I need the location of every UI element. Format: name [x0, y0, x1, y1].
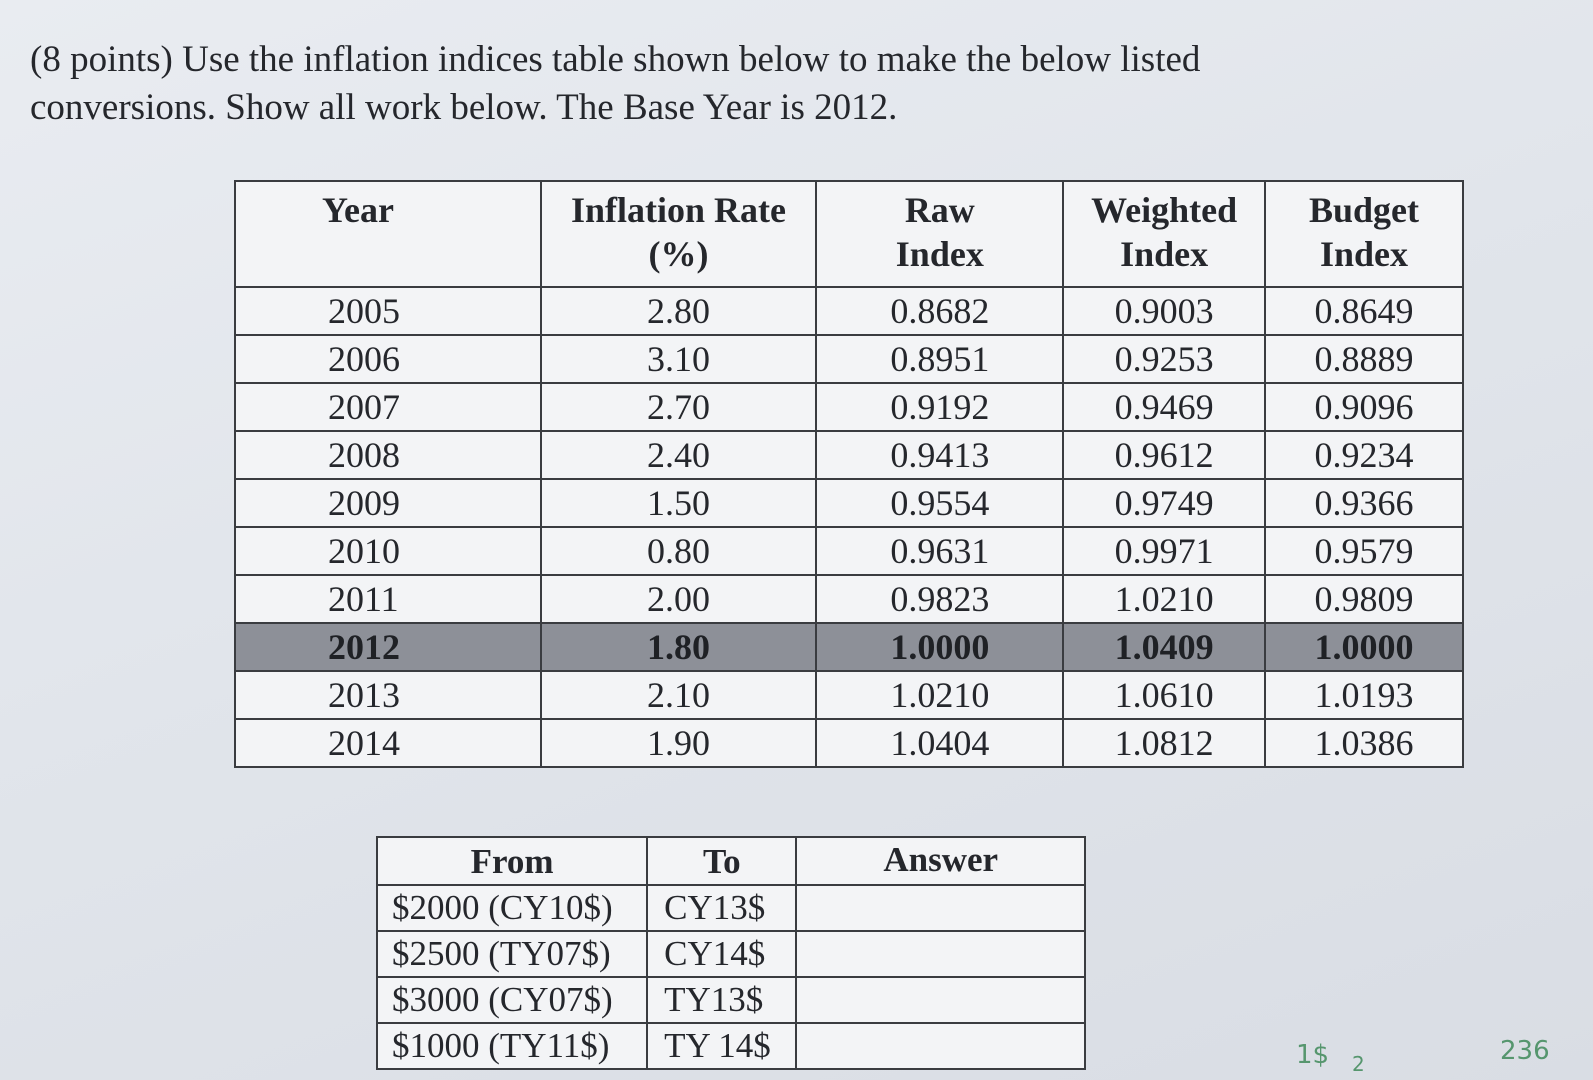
table-row: 2006 3.10 0.8951 0.9253 0.8889 — [234, 334, 1464, 384]
table-row: 2009 1.50 0.9554 0.9749 0.9366 — [234, 478, 1464, 528]
cell-to: CY14$ — [646, 930, 798, 978]
pencil-mark: 2 — [1352, 1052, 1365, 1076]
cell-raw-index: 1.0210 — [815, 670, 1065, 720]
cell-year: 2007 — [234, 382, 542, 432]
cell-answer[interactable] — [795, 930, 1086, 978]
table-row: $1000 (TY11$) TY 14$ — [375, 1022, 1086, 1070]
cell-year: 2010 — [234, 526, 542, 576]
cell-raw-index: 1.0000 — [815, 622, 1065, 672]
cell-raw-index: 0.9554 — [815, 478, 1065, 528]
cell-budget-index: 0.9096 — [1264, 382, 1464, 432]
cell-inflation-rate: 1.90 — [539, 718, 818, 768]
cell-budget-index: 0.9579 — [1264, 526, 1464, 576]
table-row: $2500 (TY07$) CY14$ — [375, 930, 1086, 978]
cell-inflation-rate: 1.50 — [539, 478, 818, 528]
conversion-header-row: From To Answer — [375, 836, 1086, 886]
header-year: Year — [234, 180, 542, 288]
cell-inflation-rate: 2.80 — [539, 286, 818, 336]
table-row: 2013 2.10 1.0210 1.0610 1.0193 — [234, 670, 1464, 720]
cell-from: $2500 (TY07$) — [375, 930, 649, 978]
table-row: $3000 (CY07$) TY13$ — [375, 976, 1086, 1024]
cell-year: 2011 — [234, 574, 542, 624]
cell-year: 2005 — [234, 286, 542, 336]
cell-weighted-index: 1.0409 — [1062, 622, 1266, 672]
cell-from: $3000 (CY07$) — [375, 976, 649, 1024]
table-row: 2007 2.70 0.9192 0.9469 0.9096 — [234, 382, 1464, 432]
cell-inflation-rate: 2.40 — [539, 430, 818, 480]
cell-raw-index: 0.9631 — [815, 526, 1065, 576]
cell-raw-index: 0.8682 — [815, 286, 1065, 336]
cell-year: 2009 — [234, 478, 542, 528]
question-text: (8 points) Use the inflation indices tab… — [30, 39, 1201, 128]
cell-from: $1000 (TY11$) — [375, 1022, 649, 1070]
cell-raw-index: 0.9823 — [815, 574, 1065, 624]
conversion-table: From To Answer $2000 (CY10$) CY13$ $2500… — [375, 836, 1086, 1070]
cell-raw-index: 0.9192 — [815, 382, 1065, 432]
cell-weighted-index: 0.9253 — [1062, 334, 1266, 384]
cell-to: TY13$ — [646, 976, 798, 1024]
header-raw-index: Raw Index — [815, 180, 1065, 288]
cell-inflation-rate: 2.00 — [539, 574, 818, 624]
table-row: 2010 0.80 0.9631 0.9971 0.9579 — [234, 526, 1464, 576]
cell-weighted-index: 0.9612 — [1062, 430, 1266, 480]
cell-weighted-index: 0.9749 — [1062, 478, 1266, 528]
cell-raw-index: 1.0404 — [815, 718, 1065, 768]
cell-inflation-rate: 1.80 — [539, 622, 818, 672]
cell-year: 2008 — [234, 430, 542, 480]
cell-weighted-index: 1.0210 — [1062, 574, 1266, 624]
header-answer: Answer — [795, 836, 1086, 886]
cell-inflation-rate: 0.80 — [539, 526, 818, 576]
cell-budget-index: 0.8649 — [1264, 286, 1464, 336]
base-year-row: 2012 1.80 1.0000 1.0409 1.0000 — [234, 622, 1464, 672]
cell-raw-index: 0.8951 — [815, 334, 1065, 384]
cell-year: 2006 — [234, 334, 542, 384]
pencil-mark: 1$ — [1296, 1040, 1330, 1070]
cell-inflation-rate: 3.10 — [539, 334, 818, 384]
header-from: From — [375, 836, 649, 886]
cell-answer[interactable] — [795, 884, 1086, 932]
cell-to: TY 14$ — [646, 1022, 798, 1070]
cell-from: $2000 (CY10$) — [375, 884, 649, 932]
cell-inflation-rate: 2.10 — [539, 670, 818, 720]
cell-weighted-index: 1.0812 — [1062, 718, 1266, 768]
cell-to: CY13$ — [646, 884, 798, 932]
table-row: 2008 2.40 0.9413 0.9612 0.9234 — [234, 430, 1464, 480]
header-inflation-rate: Inflation Rate (%) — [539, 180, 818, 288]
cell-raw-index: 0.9413 — [815, 430, 1065, 480]
cell-budget-index: 0.8889 — [1264, 334, 1464, 384]
cell-answer[interactable] — [795, 1022, 1086, 1070]
cell-budget-index: 1.0386 — [1264, 718, 1464, 768]
cell-year: 2014 — [234, 718, 542, 768]
cell-inflation-rate: 2.70 — [539, 382, 818, 432]
cell-year: 2012 — [234, 622, 542, 672]
header-weighted-index: Weighted Index — [1062, 180, 1266, 288]
table-row: 2014 1.90 1.0404 1.0812 1.0386 — [234, 718, 1464, 768]
cell-budget-index: 1.0000 — [1264, 622, 1464, 672]
table-row: $2000 (CY10$) CY13$ — [375, 884, 1086, 932]
table-row: 2011 2.00 0.9823 1.0210 0.9809 — [234, 574, 1464, 624]
cell-budget-index: 1.0193 — [1264, 670, 1464, 720]
cell-budget-index: 0.9809 — [1264, 574, 1464, 624]
inflation-indices-table: Year Inflation Rate (%) Raw Index Weighted… — [234, 180, 1464, 768]
pencil-mark: 236 — [1500, 1036, 1550, 1066]
cell-budget-index: 0.9234 — [1264, 430, 1464, 480]
header-to: To — [646, 836, 798, 886]
cell-weighted-index: 0.9971 — [1062, 526, 1266, 576]
cell-year: 2013 — [234, 670, 542, 720]
indices-header-row: Year Inflation Rate (%) Raw Index Weighted… — [234, 180, 1464, 288]
cell-weighted-index: 0.9003 — [1062, 286, 1266, 336]
cell-weighted-index: 0.9469 — [1062, 382, 1266, 432]
cell-answer[interactable] — [795, 976, 1086, 1024]
cell-weighted-index: 1.0610 — [1062, 670, 1266, 720]
header-budget-index: Budget Index — [1264, 180, 1464, 288]
cell-budget-index: 0.9366 — [1264, 478, 1464, 528]
table-row: 2005 2.80 0.8682 0.9003 0.8649 — [234, 286, 1464, 336]
